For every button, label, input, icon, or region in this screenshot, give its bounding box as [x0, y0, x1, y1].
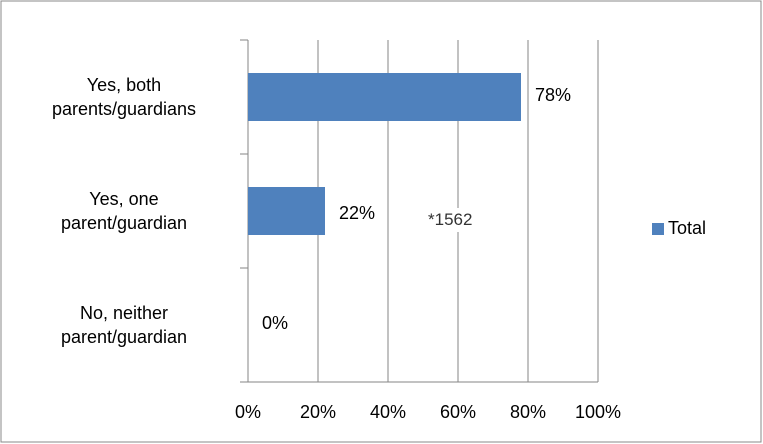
bar	[248, 73, 521, 121]
x-tick-label: 60%	[439, 402, 477, 422]
x-tick-label: 80%	[509, 402, 547, 422]
y-tick-label: Yes, one parent/guardian	[60, 189, 188, 233]
data-label: 22%	[339, 203, 376, 223]
y-tick-label: Yes, both parents/guardians	[51, 75, 197, 119]
data-label: 0%	[262, 313, 289, 333]
bar	[248, 187, 325, 235]
x-tick-label: 40%	[369, 402, 407, 422]
x-tick-label: 0%	[234, 402, 262, 422]
x-tick-label: 20%	[299, 402, 337, 422]
legend-label: Total	[668, 218, 707, 238]
data-label: 78%	[535, 85, 572, 105]
annotation: *1562	[414, 208, 521, 232]
y-tick-label: No, neither parent/guardian	[60, 303, 188, 347]
legend-swatch	[652, 223, 664, 235]
x-tick-label: 100%	[574, 402, 622, 422]
